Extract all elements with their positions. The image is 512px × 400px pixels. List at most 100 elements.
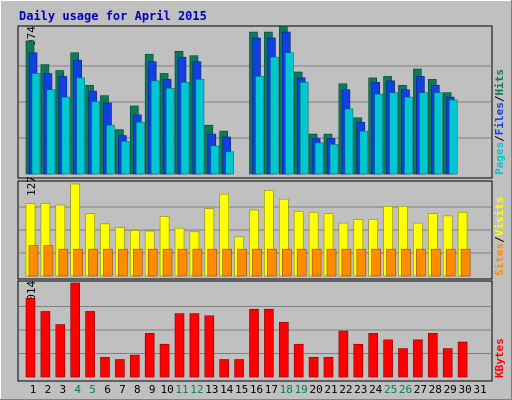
bottom-bar-kbytes-day-27 xyxy=(413,339,423,378)
bottom-bar-kbytes-day-20 xyxy=(308,357,319,378)
top-bar-pages-day-18 xyxy=(284,52,294,175)
top-bar-pages-day-17 xyxy=(270,56,279,175)
middle-bar-sites-day-12 xyxy=(192,248,203,277)
middle-bar-sites-day-1 xyxy=(28,245,39,277)
bottom-bar-kbytes-day-25 xyxy=(383,339,393,378)
top-bar-pages-day-28 xyxy=(433,92,443,175)
day-label-9: 9 xyxy=(149,383,156,396)
middle-panel: 127 Sites/Visits xyxy=(17,176,506,280)
day-label-29: 29 xyxy=(444,383,457,396)
bottom-bar-kbytes-day-24 xyxy=(368,332,379,378)
middle-legend-item-0: Sites xyxy=(493,243,506,276)
middle-bar-sites-day-4 xyxy=(73,248,83,277)
day-label-16: 16 xyxy=(250,383,263,396)
middle-bar-sites-day-26 xyxy=(401,248,411,277)
middle-bar-sites-day-2 xyxy=(43,245,54,277)
bottom-bar-kbytes-day-10 xyxy=(159,343,170,378)
day-label-31: 31 xyxy=(473,383,486,396)
middle-bar-sites-day-10 xyxy=(162,248,173,277)
top-bar-pages-day-13 xyxy=(210,145,220,175)
day-label-27: 27 xyxy=(414,383,427,396)
day-label-17: 17 xyxy=(265,383,278,396)
day-label-11: 11 xyxy=(175,383,188,396)
bottom-bar-kbytes-day-17 xyxy=(264,308,274,378)
day-label-30: 30 xyxy=(458,383,471,396)
day-labels: 1 2 3 4 5 6 7 8 9 10 11 12 13 14 15 16 17 18 19 20 21 22 23 24 2… xyxy=(30,383,487,396)
day-label-20: 20 xyxy=(309,383,322,396)
bottom-bar-kbytes-day-23 xyxy=(353,343,364,378)
middle-bar-sites-day-21 xyxy=(326,248,337,277)
middle-bar-sites-day-14 xyxy=(222,248,232,277)
top-bar-pages-day-25 xyxy=(389,92,398,175)
bottom-bar-kbytes-day-7 xyxy=(115,359,125,378)
top-bar-pages-day-24 xyxy=(374,93,384,175)
middle-bar-sites-day-24 xyxy=(371,248,382,277)
top-bar-pages-day-6 xyxy=(106,124,115,175)
middle-legend-item-2: Visits xyxy=(493,197,506,237)
bottom-bar-kbytes-day-22 xyxy=(338,330,349,378)
top-bar-pages-day-23 xyxy=(359,130,369,175)
bottom-panel: 43014 KBytes xyxy=(17,280,506,382)
day-label-8: 8 xyxy=(134,383,141,396)
top-bar-pages-day-9 xyxy=(150,80,160,175)
bottom-bar-kbytes-day-1 xyxy=(25,298,36,378)
bottom-bar-kbytes-day-26 xyxy=(398,348,408,378)
bottom-bar-kbytes-day-16 xyxy=(249,308,259,378)
middle-bar-sites-day-19 xyxy=(296,248,307,277)
middle-bar-sites-day-22 xyxy=(341,248,352,277)
top-bar-pages-day-11 xyxy=(180,82,190,175)
bottom-bar-kbytes-day-4 xyxy=(70,282,80,378)
top-panel-legend: Pages/Files/Hits xyxy=(493,69,506,175)
day-label-14: 14 xyxy=(220,383,234,396)
bottom-bar-kbytes-day-28 xyxy=(427,332,438,378)
top-bar-pages-day-21 xyxy=(329,144,339,175)
top-legend-item-0: Pages xyxy=(493,142,506,175)
top-bar-pages-day-29 xyxy=(448,99,458,175)
day-label-7: 7 xyxy=(119,383,126,396)
middle-bar-sites-day-17 xyxy=(267,248,277,277)
top-bar-pages-day-8 xyxy=(136,121,145,175)
bottom-bar-kbytes-day-12 xyxy=(189,313,200,378)
top-bar-pages-day-4 xyxy=(76,77,85,175)
day-label-3: 3 xyxy=(59,383,66,396)
bottom-bar-kbytes-day-21 xyxy=(323,357,334,378)
middle-bar-sites-day-6 xyxy=(103,248,113,277)
middle-bar-sites-day-16 xyxy=(252,248,262,277)
bottom-bar-kbytes-day-29 xyxy=(442,348,453,378)
day-label-1: 1 xyxy=(30,383,37,396)
bottom-legend-item-0: KBytes xyxy=(493,338,506,378)
top-bar-pages-day-12 xyxy=(195,79,205,175)
bottom-bar-kbytes-day-2 xyxy=(40,311,51,378)
top-panel: 974 Pages/Files/Hits xyxy=(17,25,506,179)
bottom-bar-kbytes-day-8 xyxy=(130,354,140,378)
bottom-bar-kbytes-day-11 xyxy=(174,313,185,378)
middle-bar-sites-day-8 xyxy=(133,248,143,277)
top-bar-pages-day-22 xyxy=(344,108,354,175)
middle-bar-sites-day-30 xyxy=(460,248,471,277)
top-bar-pages-day-7 xyxy=(121,141,130,175)
day-label-2: 2 xyxy=(45,383,52,396)
day-label-25: 25 xyxy=(384,383,397,396)
bottom-bar-kbytes-day-30 xyxy=(457,341,468,378)
day-label-10: 10 xyxy=(160,383,173,396)
middle-bar-sites-day-3 xyxy=(58,248,69,277)
bottom-bar-kbytes-day-5 xyxy=(85,311,95,378)
bottom-bar-kbytes-day-15 xyxy=(234,359,244,378)
top-bar-pages-day-3 xyxy=(61,96,71,175)
day-label-19: 19 xyxy=(295,383,308,396)
top-bar-pages-day-27 xyxy=(419,92,428,175)
middle-bar-sites-day-7 xyxy=(118,248,128,277)
middle-bar-sites-day-18 xyxy=(281,248,292,277)
middle-bar-sites-day-5 xyxy=(88,248,98,277)
middle-bar-sites-day-27 xyxy=(416,248,426,277)
top-legend-item-1: / xyxy=(493,135,506,142)
top-bar-pages-day-26 xyxy=(404,96,413,175)
top-bar-pages-day-16 xyxy=(255,76,264,175)
chart-title: Daily usage for April 2015 xyxy=(19,9,207,23)
middle-bar-sites-day-25 xyxy=(386,248,396,277)
day-label-6: 6 xyxy=(104,383,111,396)
top-bar-pages-day-10 xyxy=(165,87,175,175)
top-legend-item-4: Hits xyxy=(493,69,506,96)
middle-panel-max-label: 127 xyxy=(25,176,38,196)
bottom-bar-kbytes-day-6 xyxy=(100,357,110,378)
